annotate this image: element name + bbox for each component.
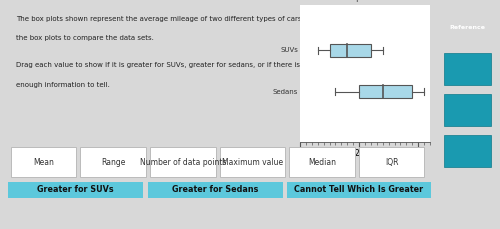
Text: Greater for Sedans: Greater for Sedans [172,185,258,194]
Text: Mean: Mean [33,158,54,166]
FancyBboxPatch shape [150,147,216,177]
Title: Miles per Gallon: Miles per Gallon [334,0,396,3]
FancyBboxPatch shape [359,147,424,177]
FancyBboxPatch shape [148,182,282,198]
Bar [359,85,412,98]
FancyBboxPatch shape [10,147,76,177]
Text: Range: Range [101,158,126,166]
FancyBboxPatch shape [80,147,146,177]
Text: Sedans: Sedans [273,89,298,95]
FancyBboxPatch shape [287,182,430,198]
Text: enough information to tell.: enough information to tell. [16,82,110,87]
Text: Median: Median [308,158,336,166]
Text: Maximum value: Maximum value [222,158,283,166]
Text: Greater for SUVs: Greater for SUVs [37,185,114,194]
FancyBboxPatch shape [444,135,491,167]
Text: Cannot Tell Which Is Greater: Cannot Tell Which Is Greater [294,185,424,194]
Text: IQR: IQR [385,158,398,166]
Text: SUVs: SUVs [280,47,298,53]
FancyBboxPatch shape [444,94,491,126]
FancyBboxPatch shape [289,147,355,177]
Text: the box plots to compare the data sets.: the box plots to compare the data sets. [16,35,154,41]
Text: Drag each value to show if it is greater for SUVs, greater for sedans, or if the: Drag each value to show if it is greater… [16,62,314,68]
Text: Number of data points: Number of data points [140,158,226,166]
Bar [330,44,371,57]
FancyBboxPatch shape [444,53,491,85]
Text: The box plots shown represent the average mileage of two different types of cars: The box plots shown represent the averag… [16,16,320,22]
Text: Reference: Reference [450,25,486,30]
FancyBboxPatch shape [8,182,143,198]
FancyBboxPatch shape [220,147,285,177]
